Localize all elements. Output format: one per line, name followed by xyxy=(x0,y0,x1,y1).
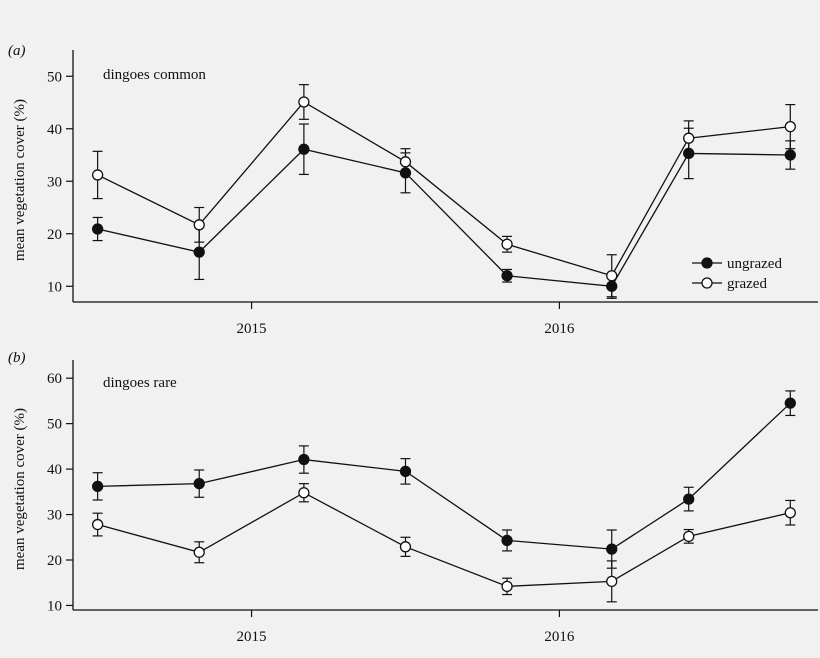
panel-letter: (a) xyxy=(8,43,26,59)
y-tick-label: 30 xyxy=(47,174,62,190)
data-point-grazed xyxy=(298,487,310,499)
legend-open-circle-icon xyxy=(701,277,713,289)
data-point-ungrazed xyxy=(501,270,513,282)
data-point-grazed xyxy=(91,518,104,531)
y-tick-label: 50 xyxy=(47,69,62,85)
y-axis-title: mean vegetation cover (%) xyxy=(12,99,28,261)
data-point-grazed xyxy=(399,541,412,553)
data-point-grazed xyxy=(784,121,796,133)
y-tick-label: 10 xyxy=(47,279,62,295)
x-tick-label: 2015 xyxy=(237,321,267,337)
y-tick-label: 30 xyxy=(47,508,62,524)
data-point-ungrazed xyxy=(501,534,513,547)
y-tick-label: 50 xyxy=(47,417,62,433)
data-point-ungrazed xyxy=(784,397,796,409)
data-point-grazed xyxy=(298,96,310,108)
panel-title: dingoes rare xyxy=(103,375,177,391)
data-point-ungrazed xyxy=(91,223,104,235)
data-point-ungrazed xyxy=(683,493,695,505)
x-tick-label: 2015 xyxy=(237,629,267,645)
series-line-grazed xyxy=(97,101,791,277)
x-tick-label: 2016 xyxy=(544,321,575,337)
data-point-ungrazed xyxy=(399,465,412,478)
legend-label: grazed xyxy=(727,276,767,292)
panel-title: dingoes common xyxy=(103,67,206,83)
y-tick-label: 10 xyxy=(47,598,62,614)
y-tick-label: 40 xyxy=(47,122,62,138)
y-tick-label: 20 xyxy=(47,227,62,243)
y-tick-label: 20 xyxy=(47,553,62,569)
data-point-ungrazed xyxy=(298,143,310,155)
data-point-ungrazed xyxy=(606,543,618,555)
panel-a: 10 20 30 40 50 2015 2016 (a) dingoes common mean … xyxy=(8,43,818,337)
data-point-grazed xyxy=(683,132,695,144)
legend: ungrazed grazed xyxy=(692,256,782,292)
panel-b: 10 20 30 40 50 60 2015 2016 (b) dingoes rare mean … xyxy=(8,350,818,645)
panel-letter: (b) xyxy=(8,350,26,366)
data-point-grazed xyxy=(606,270,618,282)
series-line-ungrazed xyxy=(97,402,791,550)
data-point-ungrazed xyxy=(784,149,796,161)
data-point-grazed xyxy=(193,219,205,231)
legend-filled-circle-icon xyxy=(701,257,713,269)
data-point-grazed xyxy=(784,507,796,519)
data-point-ungrazed xyxy=(193,246,205,258)
x-tick-label: 2016 xyxy=(544,629,575,645)
series-line-ungrazed xyxy=(97,148,791,287)
data-point-grazed xyxy=(193,546,205,558)
series-line-grazed xyxy=(97,491,791,588)
data-point-ungrazed xyxy=(91,480,104,493)
data-point-grazed xyxy=(606,575,618,588)
data-point-grazed xyxy=(501,580,513,593)
data-point-ungrazed xyxy=(298,453,310,466)
legend-label: ungrazed xyxy=(727,256,782,272)
y-tick-label: 60 xyxy=(47,371,62,387)
data-point-grazed xyxy=(91,169,104,181)
data-point-grazed xyxy=(683,530,695,543)
data-point-grazed xyxy=(399,156,412,168)
data-point-ungrazed xyxy=(193,477,205,490)
y-axis-title: mean vegetation cover (%) xyxy=(12,408,28,570)
data-point-grazed xyxy=(501,238,513,250)
y-tick-label: 40 xyxy=(47,462,62,478)
